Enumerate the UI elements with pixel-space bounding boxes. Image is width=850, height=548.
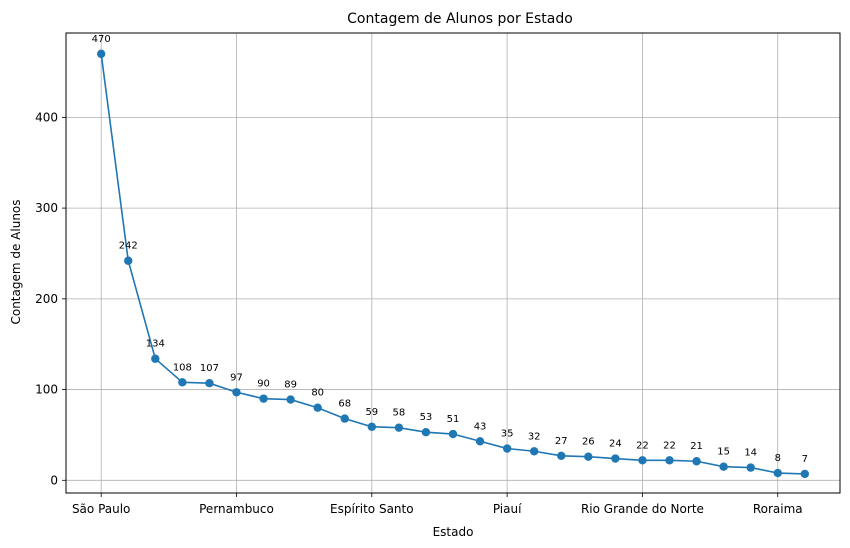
data-label: 22: [663, 440, 676, 451]
data-point: [286, 395, 295, 404]
data-label: 58: [393, 408, 406, 419]
data-point: [692, 457, 701, 466]
data-point: [205, 379, 214, 388]
data-label: 8: [775, 453, 781, 464]
data-label: 7: [802, 454, 808, 465]
x-tick-label: Roraima: [753, 502, 803, 516]
x-tick-label: Espírito Santo: [330, 502, 414, 516]
data-point: [448, 429, 458, 439]
data-point: [584, 452, 593, 461]
ticks: São Paulo Pernambuco Espírito Santo Piauí Ri…: [35, 110, 803, 516]
data-label: 21: [690, 441, 703, 452]
data-point: [394, 423, 404, 432]
data-label: 470: [92, 34, 111, 45]
data-label: 32: [528, 431, 541, 442]
data-point: [259, 394, 268, 403]
data-point: [773, 468, 782, 478]
data-point: [529, 447, 539, 456]
series: 470 242 134 108 107 97 90 89 80 68 59 58 53 51 43 35 32 2…: [92, 34, 810, 479]
y-tick-label: 200: [35, 292, 58, 306]
y-axis-label: Contagem de Alunos: [9, 199, 23, 324]
data-point: [719, 462, 728, 471]
data-point: [232, 388, 241, 397]
data-point: [502, 444, 512, 453]
y-tick-label: 400: [35, 110, 58, 124]
data-label: 242: [119, 241, 138, 252]
x-tick-label: São Paulo: [72, 502, 130, 516]
x-tick-label: Piauí: [493, 502, 522, 516]
data-point: [313, 403, 322, 412]
y-tick-label: 300: [35, 201, 58, 215]
data-label: 22: [636, 440, 649, 451]
data-label: 134: [146, 339, 165, 350]
data-point: [475, 437, 485, 446]
data-label: 43: [474, 421, 487, 432]
data-point: [665, 456, 674, 465]
x-axis-label: Estado: [433, 525, 474, 539]
x-tick-label: Rio Grande do Norte: [581, 502, 704, 516]
data-point: [178, 378, 187, 387]
y-tick-label: 0: [50, 473, 58, 487]
data-point: [638, 456, 647, 465]
data-label: 35: [501, 429, 514, 440]
data-point: [421, 428, 431, 437]
data-label: 90: [257, 379, 270, 390]
data-point: [340, 414, 349, 423]
data-point: [151, 354, 160, 363]
data-label: 108: [173, 362, 192, 373]
data-label: 80: [311, 388, 324, 399]
data-label: 51: [447, 414, 460, 425]
data-label: 59: [365, 407, 378, 418]
data-label: 24: [609, 439, 622, 450]
data-point: [746, 463, 755, 472]
data-point: [96, 49, 106, 59]
data-label: 26: [582, 437, 595, 448]
data-point: [800, 469, 810, 479]
data-point: [124, 256, 133, 265]
y-tick-label: 100: [35, 383, 58, 397]
axes-frame: [65, 32, 841, 494]
data-label: 89: [284, 380, 297, 391]
data-point: [367, 422, 377, 431]
data-label: 53: [420, 412, 433, 423]
data-label: 14: [744, 448, 757, 459]
data-label: 107: [200, 363, 219, 374]
x-tick-label: Pernambuco: [199, 502, 274, 516]
data-label: 15: [717, 447, 730, 458]
data-label: 27: [555, 436, 568, 447]
data-label: 97: [230, 372, 243, 383]
grid: [66, 33, 840, 493]
data-label: 68: [338, 399, 351, 410]
chart-title: Contagem de Alunos por Estado: [347, 11, 573, 27]
data-point: [557, 451, 566, 461]
data-point: [611, 454, 620, 463]
